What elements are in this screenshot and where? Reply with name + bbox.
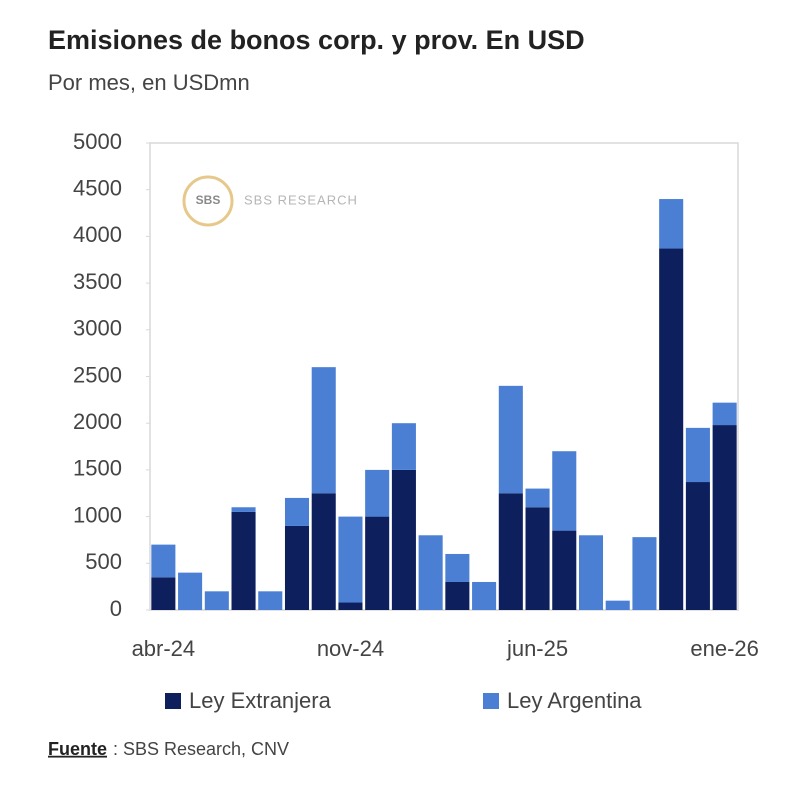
legend-label: Ley Extranjera xyxy=(189,688,332,713)
bar-segment xyxy=(685,427,710,483)
y-tick-label: 3000 xyxy=(73,316,122,341)
bar-segment xyxy=(605,600,630,610)
bar-segment xyxy=(311,367,336,494)
bar-segment xyxy=(498,493,523,610)
x-tick-label: jun-25 xyxy=(506,636,568,661)
bar-segment xyxy=(231,511,256,610)
bar-segment xyxy=(258,591,283,610)
bar-segment xyxy=(498,385,523,494)
x-tick-label: nov-24 xyxy=(317,636,384,661)
bar-segment xyxy=(659,199,684,249)
chart-subtitle: Por mes, en USDmn xyxy=(48,70,250,95)
bar-segment xyxy=(338,602,363,610)
logo-text: SBS xyxy=(196,193,221,207)
bar-segment xyxy=(712,425,737,610)
x-tick-label: abr-24 xyxy=(132,636,196,661)
bar-segment xyxy=(632,537,657,610)
bar-segment xyxy=(284,497,310,526)
bar-segment xyxy=(525,507,550,610)
y-tick-label: 2500 xyxy=(73,362,122,387)
x-tick-label: ene-26 xyxy=(690,636,759,661)
bar-segment xyxy=(178,572,203,610)
bar-segment xyxy=(685,482,710,610)
y-tick-label: 1500 xyxy=(73,456,122,481)
bar-segment xyxy=(445,553,470,582)
chart-title: Emisiones de bonos corp. y prov. En USD xyxy=(48,25,585,55)
bar-segment xyxy=(284,525,310,610)
bar-segment xyxy=(391,469,416,610)
bar-segment xyxy=(311,493,336,610)
bar-segment xyxy=(204,591,229,610)
y-tick-label: 5000 xyxy=(73,129,122,154)
y-tick-label: 4000 xyxy=(73,222,122,247)
watermark: SBS RESEARCH xyxy=(244,192,358,207)
bar-segment xyxy=(151,544,176,578)
source-text: : SBS Research, CNV xyxy=(113,739,289,759)
y-tick-label: 4500 xyxy=(73,176,122,201)
bar-segment xyxy=(231,507,256,512)
bar-segment xyxy=(659,248,684,611)
bar-segment xyxy=(151,577,176,610)
bar-segment xyxy=(712,402,737,426)
bar-segment xyxy=(552,530,577,610)
bar-segment xyxy=(578,535,604,610)
logo xyxy=(182,175,234,227)
bar-segment xyxy=(445,581,470,610)
bar-segment xyxy=(338,516,363,603)
legend-swatch xyxy=(483,693,499,709)
y-tick-label: 1000 xyxy=(73,502,122,527)
y-tick-label: 500 xyxy=(85,549,122,574)
bar-segment xyxy=(391,423,416,470)
y-tick-label: 0 xyxy=(110,596,122,621)
bar-segment xyxy=(525,488,550,508)
bar-segment xyxy=(472,581,497,610)
source-label: Fuente xyxy=(48,739,107,759)
bar-segment xyxy=(365,469,390,517)
bar-segment xyxy=(365,516,390,610)
y-tick-label: 2000 xyxy=(73,409,122,434)
bar-segment xyxy=(552,451,577,531)
y-tick-label: 3500 xyxy=(73,269,122,294)
bar-segment xyxy=(418,535,443,610)
legend-swatch xyxy=(165,693,181,709)
legend-label: Ley Argentina xyxy=(507,688,642,713)
